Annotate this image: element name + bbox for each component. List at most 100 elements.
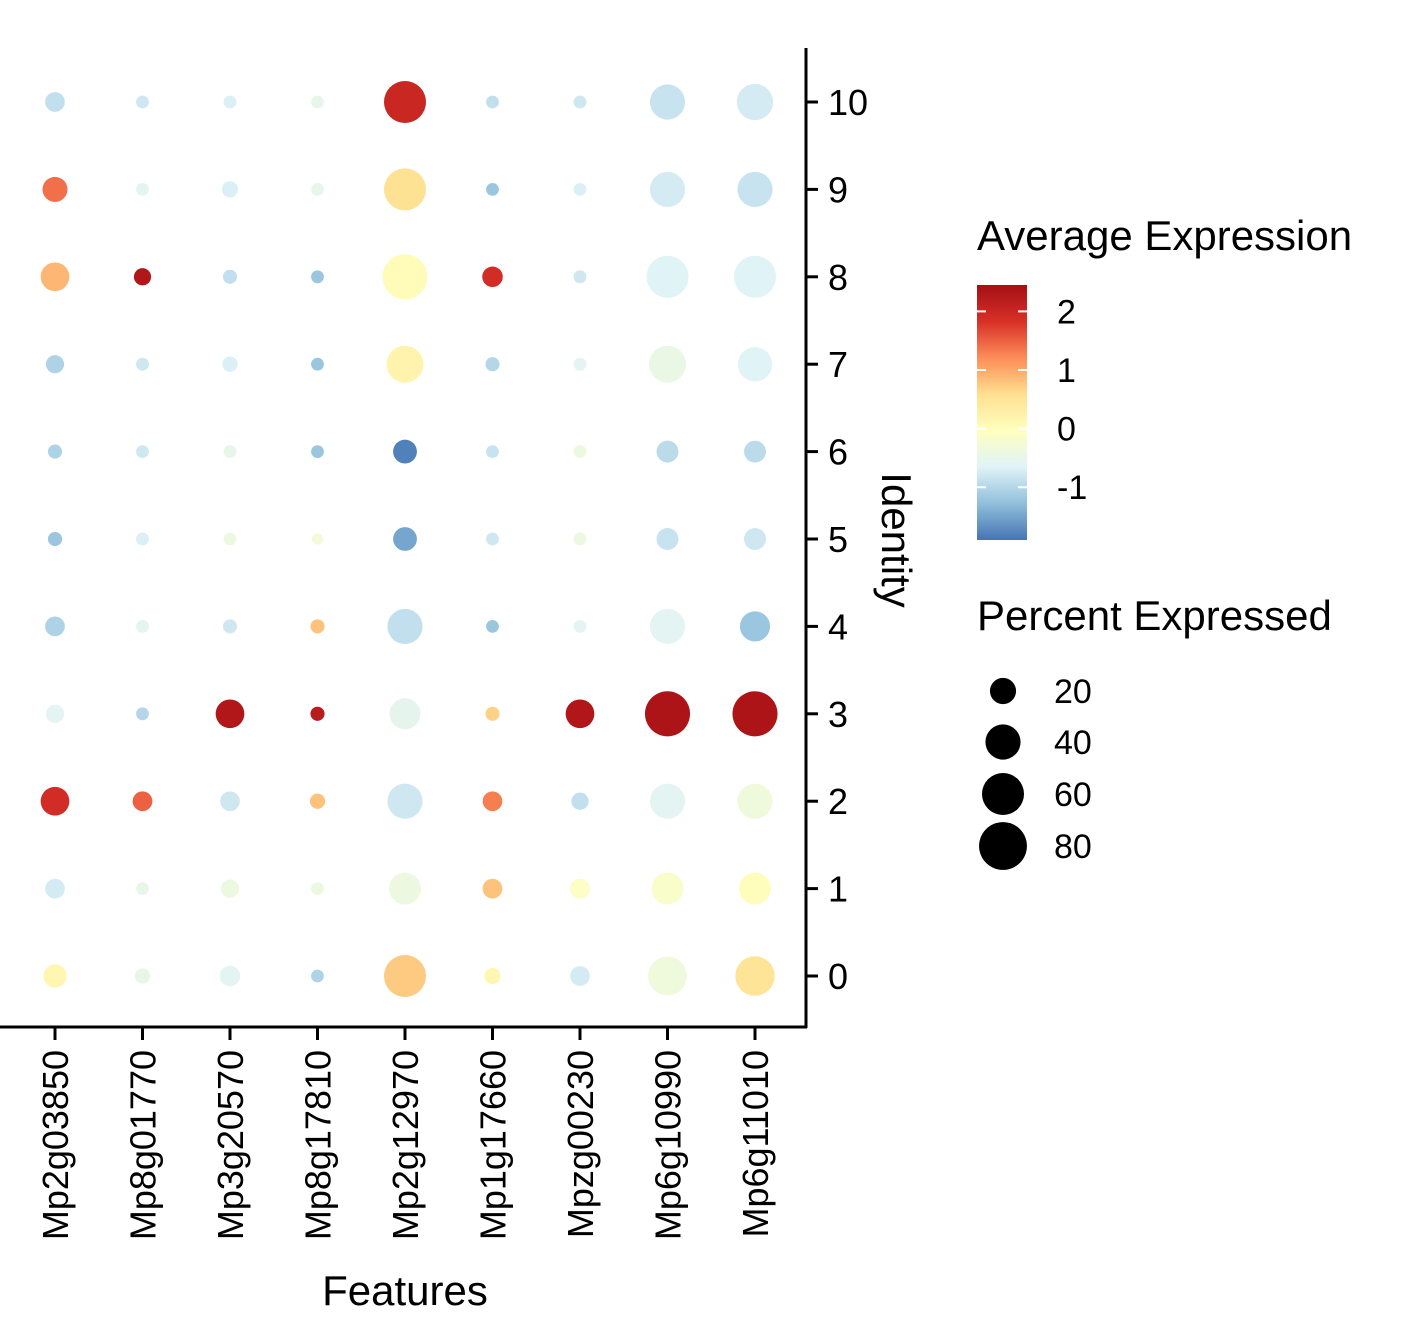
- dot-Mp2g03850-identity-9: [42, 176, 68, 202]
- dot-Mp6g11010-identity-10: [736, 83, 774, 121]
- dot-Mp3g20570-identity-9: [221, 181, 239, 198]
- dot-Mp1g17660-identity-3: [485, 706, 500, 721]
- size-keys-layer: 20 40 60 80: [979, 673, 1092, 870]
- dot-Mp6g10990-identity-2: [649, 783, 686, 819]
- color-tick-label: 2: [1057, 293, 1076, 331]
- dot-Mp3g20570-identity-10: [223, 95, 237, 109]
- dot-Mpzg00230-identity-3: [565, 699, 595, 729]
- dot-Mpzg00230-identity-4: [573, 619, 587, 633]
- y-axis-title: Identity: [873, 472, 920, 607]
- dot-Mp6g10990-identity-6: [656, 440, 679, 463]
- y-tick-label: 0: [828, 956, 848, 997]
- color-ticks-layer: 2 1 0 -1: [977, 293, 1087, 507]
- dot-Mp2g03850-identity-2: [40, 786, 70, 816]
- dot-Mp8g17810-identity-10: [311, 95, 324, 109]
- dot-Mp2g12970-identity-0: [383, 954, 427, 998]
- dot-Mp2g03850-identity-0: [43, 964, 67, 988]
- dot-Mp1g17660-identity-5: [486, 532, 499, 546]
- dot-Mp6g11010-identity-1: [739, 872, 771, 905]
- size-key-label: 80: [1054, 828, 1092, 866]
- dot-Mp8g01770-identity-4: [136, 619, 149, 633]
- dot-Mp6g10990-identity-8: [646, 255, 689, 298]
- dot-Mp6g11010-identity-0: [735, 956, 775, 996]
- color-tick-label: 0: [1057, 411, 1076, 449]
- color-gradient-bar: [977, 285, 1027, 540]
- dot-Mp2g12970-identity-2: [387, 783, 423, 819]
- y-tick-label: 6: [828, 432, 848, 473]
- dot-Mpzg00230-identity-0: [570, 966, 590, 986]
- dot-Mp2g03850-identity-5: [47, 531, 63, 547]
- dot-Mp2g03850-identity-1: [45, 878, 65, 899]
- y-tick-label: 9: [828, 169, 848, 210]
- dot-Mp1g17660-identity-1: [482, 878, 503, 899]
- dot-Mpzg00230-identity-10: [573, 95, 587, 109]
- size-key-dot: [989, 677, 1017, 705]
- dot-Mp2g03850-identity-6: [47, 444, 63, 459]
- dot-Mp3g20570-identity-4: [222, 619, 238, 634]
- dot-Mpzg00230-identity-5: [573, 532, 587, 546]
- dot-Mp8g17810-identity-2: [309, 793, 326, 809]
- dot-Mp2g12970-identity-9: [383, 168, 427, 211]
- dot-Mp2g03850-identity-3: [45, 704, 65, 723]
- dot-Mp8g17810-identity-3: [310, 706, 325, 721]
- color-legend: Average Expression 2 1 0 -1: [977, 212, 1352, 540]
- dots-layer: [40, 80, 778, 998]
- dot-Mp2g12970-identity-3: [389, 698, 421, 730]
- dot-Mp6g11010-identity-8: [733, 255, 777, 298]
- color-tick-label: 1: [1057, 352, 1076, 390]
- dot-Mp3g20570-identity-7: [222, 356, 238, 372]
- dot-Mp3g20570-identity-0: [219, 965, 241, 987]
- dot-Mp2g12970-identity-5: [393, 527, 417, 551]
- dot-Mp3g20570-identity-1: [220, 879, 240, 898]
- dot-Mp3g20570-identity-6: [223, 445, 237, 459]
- dot-Mp6g11010-identity-4: [739, 611, 771, 642]
- color-legend-title: Average Expression: [977, 212, 1352, 259]
- size-key-dot: [979, 822, 1027, 870]
- dot-Mp2g03850-identity-10: [45, 92, 65, 112]
- dot-Mpzg00230-identity-6: [573, 445, 587, 459]
- dot-Mp1g17660-identity-10: [486, 95, 499, 109]
- y-tick-label: 7: [828, 344, 848, 385]
- dot-Mp2g12970-identity-1: [389, 872, 421, 905]
- color-tick-label: -1: [1057, 469, 1087, 507]
- dot-Mp6g11010-identity-9: [737, 171, 773, 207]
- x-tick-label: Mp3g20570: [210, 1050, 251, 1240]
- dot-Mp6g10990-identity-4: [649, 608, 686, 644]
- dot-Mp6g11010-identity-7: [737, 347, 773, 382]
- dot-Mp6g10990-identity-5: [656, 528, 679, 550]
- dot-Mp1g17660-identity-9: [486, 182, 499, 196]
- dot-Mp8g01770-identity-9: [136, 182, 149, 196]
- dot-Mp3g20570-identity-8: [222, 269, 238, 284]
- dot-Mp8g01770-identity-5: [136, 532, 149, 546]
- dot-Mp6g10990-identity-1: [651, 872, 684, 905]
- dot-Mp2g03850-identity-8: [40, 262, 70, 292]
- dot-Mp8g01770-identity-7: [136, 357, 149, 371]
- x-ticks-layer: Mp2g03850 Mp8g01770 Mp3g20570 Mp8g17810 Mp2g…: [35, 1027, 776, 1240]
- dot-Mp2g12970-identity-6: [393, 439, 417, 464]
- dot-Mp6g10990-identity-9: [649, 171, 686, 207]
- x-tick-label: Mp2g12970: [385, 1050, 426, 1240]
- dot-Mp2g12970-identity-10: [383, 80, 427, 124]
- y-tick-label: 2: [828, 781, 848, 822]
- dot-Mpzg00230-identity-1: [570, 878, 590, 899]
- dot-Mp8g17810-identity-8: [311, 270, 324, 284]
- dot-Mp2g12970-identity-8: [382, 254, 428, 300]
- dot-Mp1g17660-identity-8: [482, 266, 503, 288]
- dot-Mp8g01770-identity-3: [136, 707, 149, 721]
- size-key-label: 40: [1054, 724, 1092, 762]
- dot-Mp1g17660-identity-2: [482, 791, 503, 812]
- x-tick-label: Mp6g11010: [735, 1050, 776, 1238]
- size-key-dot: [985, 724, 1021, 760]
- dot-Mp1g17660-identity-4: [486, 619, 499, 633]
- dot-Mpzg00230-identity-7: [573, 357, 587, 371]
- dot-Mp6g10990-identity-7: [649, 345, 686, 383]
- size-legend: Percent Expressed 20 40 60 80: [977, 592, 1332, 870]
- dot-Mp8g01770-identity-1: [136, 882, 149, 896]
- x-tick-label: Mp8g01770: [123, 1050, 164, 1240]
- size-key-label: 20: [1054, 673, 1092, 711]
- dot-Mp3g20570-identity-5: [223, 532, 237, 546]
- dot-Mp1g17660-identity-7: [485, 357, 500, 372]
- dot-Mp8g01770-identity-2: [132, 791, 153, 812]
- dot-Mp3g20570-identity-2: [220, 791, 240, 812]
